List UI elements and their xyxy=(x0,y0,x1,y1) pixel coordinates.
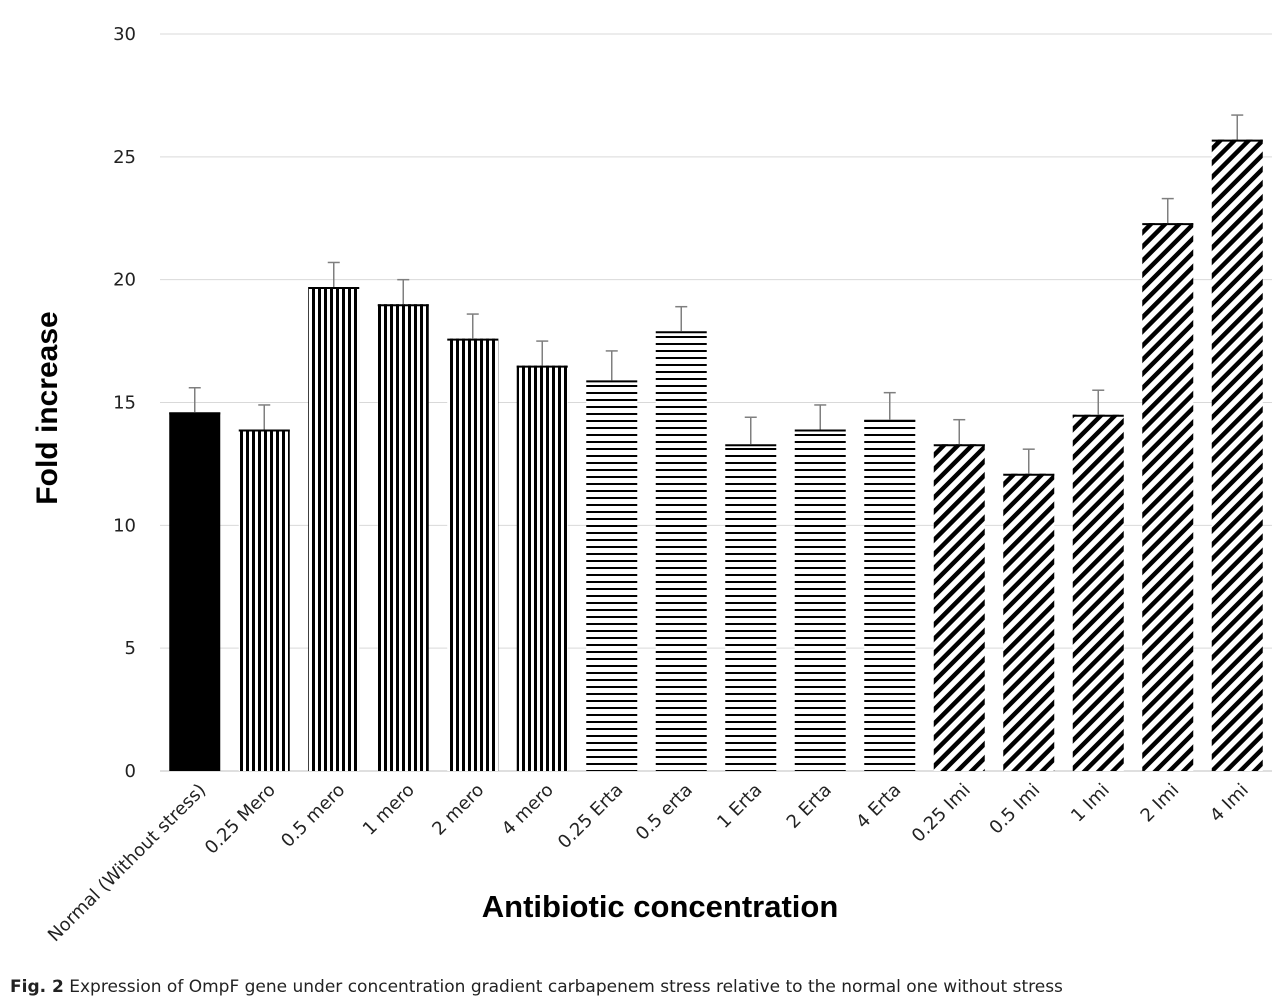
x-tick-label: 2 Imi xyxy=(1137,780,1184,827)
figure-caption: Fig. 2 Expression of OmpF gene under con… xyxy=(10,977,1063,997)
figure-caption-label: Fig. 2 xyxy=(10,977,64,997)
x-tick-label: 4 Imi xyxy=(1206,780,1253,827)
x-tick-label: 4 Erta xyxy=(852,780,905,833)
bar xyxy=(238,429,290,771)
figure-caption-text: Expression of OmpF gene under concentrat… xyxy=(69,977,1063,997)
y-tick-label: 20 xyxy=(113,270,136,291)
x-tick-label: 0.5 Imi xyxy=(985,780,1044,839)
x-tick-label: 1 mero xyxy=(359,780,419,840)
bar xyxy=(308,287,360,771)
x-axis-label: Antibiotic concentration xyxy=(482,889,839,924)
bar xyxy=(864,419,916,771)
bar xyxy=(169,412,221,771)
bar xyxy=(377,304,429,771)
y-tick-label: 5 xyxy=(125,638,136,659)
y-tick-label: 15 xyxy=(113,393,136,414)
y-tick-label: 10 xyxy=(113,515,136,536)
bar xyxy=(516,365,568,771)
bar xyxy=(1072,414,1124,771)
bar xyxy=(586,380,638,771)
y-tick-label: 30 xyxy=(113,24,136,45)
x-tick-label: 4 mero xyxy=(498,780,558,840)
bar xyxy=(1003,473,1055,771)
y-axis-label: Fold increase xyxy=(31,311,64,504)
x-tick-label: 0.25 Imi xyxy=(908,780,975,847)
x-tick-label: 1 Erta xyxy=(713,780,766,833)
y-tick-label: 0 xyxy=(125,761,136,782)
x-tick-label: 0.5 erta xyxy=(632,780,697,845)
bar xyxy=(794,429,846,771)
x-tick-label: 0.5 mero xyxy=(277,780,349,852)
y-tick-label: 25 xyxy=(113,147,136,168)
bar xyxy=(1142,223,1194,771)
x-tick-label: 2 mero xyxy=(428,780,488,840)
x-tick-label: 0.25 Mero xyxy=(201,780,280,859)
bar xyxy=(933,444,985,771)
bar xyxy=(447,338,499,771)
x-tick-label: 2 Erta xyxy=(783,780,836,833)
x-tick-label: 1 Imi xyxy=(1067,780,1114,827)
bar xyxy=(725,444,777,771)
bar xyxy=(655,331,707,771)
x-tick-label: 0.25 Erta xyxy=(554,780,627,853)
bar xyxy=(1211,139,1263,772)
x-tick-label: Normal (Without stress) xyxy=(44,780,210,946)
